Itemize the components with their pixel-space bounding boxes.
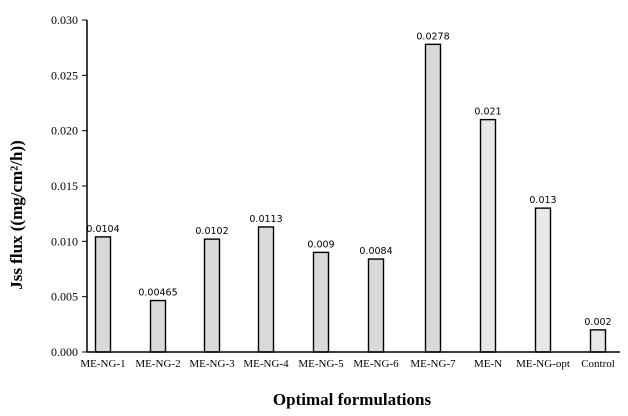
bar-me-n xyxy=(479,118,497,353)
y-tick-label: 0.030 xyxy=(51,13,78,27)
data-labels: 0.0104 0.00465 0.0102 0.0113 0.009 0.0084 0.02… xyxy=(86,31,611,328)
y-axis-title: Jss flux ((mg/cm²/h)) xyxy=(7,140,26,290)
bar-me-ng-3 xyxy=(203,238,221,353)
data-label: 0.0278 xyxy=(416,31,449,42)
x-tick-label: ME-NG-opt xyxy=(516,358,570,370)
bar-me-ng-1 xyxy=(94,236,112,353)
y-axis-ticks: 0.000 0.005 0.010 0.015 0.020 0.025 0.030 xyxy=(51,13,87,359)
data-label: 0.0102 xyxy=(195,226,228,237)
bar-me-ng-7 xyxy=(424,43,442,353)
x-tick-label: ME-N xyxy=(474,358,502,370)
x-tick-label: ME-NG-6 xyxy=(353,358,399,370)
bar-me-ng-opt xyxy=(534,207,552,353)
bars xyxy=(94,43,607,353)
bar-me-ng-2 xyxy=(149,299,167,353)
y-tick-label: 0.010 xyxy=(51,234,78,248)
data-label: 0.002 xyxy=(584,317,611,328)
bar-me-ng-4 xyxy=(257,226,275,353)
bar-me-ng-5 xyxy=(312,251,330,353)
bar-control xyxy=(589,329,607,353)
x-tick-label: ME-NG-3 xyxy=(189,358,235,370)
data-label: 0.0084 xyxy=(359,246,392,257)
y-tick-label: 0.020 xyxy=(51,124,78,138)
data-label: 0.0113 xyxy=(249,214,282,225)
data-label: 0.013 xyxy=(529,195,556,206)
data-label: 0.0104 xyxy=(86,224,119,235)
x-tick-label: ME-NG-7 xyxy=(410,358,456,370)
x-axis-tick-labels: ME-NG-1 ME-NG-2 ME-NG-3 ME-NG-4 ME-NG-5 ME-NG… xyxy=(80,358,614,370)
y-tick-label: 0.000 xyxy=(51,345,78,359)
x-tick-label: ME-NG-5 xyxy=(298,358,344,370)
y-tick-label: 0.015 xyxy=(51,179,78,193)
bar-me-ng-6 xyxy=(367,258,385,353)
x-tick-label: ME-NG-1 xyxy=(80,358,125,370)
y-tick-label: 0.005 xyxy=(51,290,78,304)
x-tick-label: ME-NG-2 xyxy=(135,358,180,370)
data-label: 0.021 xyxy=(474,107,501,118)
data-label: 0.009 xyxy=(307,239,334,250)
x-tick-label: ME-NG-4 xyxy=(243,358,289,370)
y-tick-label: 0.025 xyxy=(51,68,78,82)
x-axis-title: Optimal formulations xyxy=(273,390,432,409)
x-tick-label: Control xyxy=(581,358,615,370)
data-label: 0.00465 xyxy=(138,288,177,299)
